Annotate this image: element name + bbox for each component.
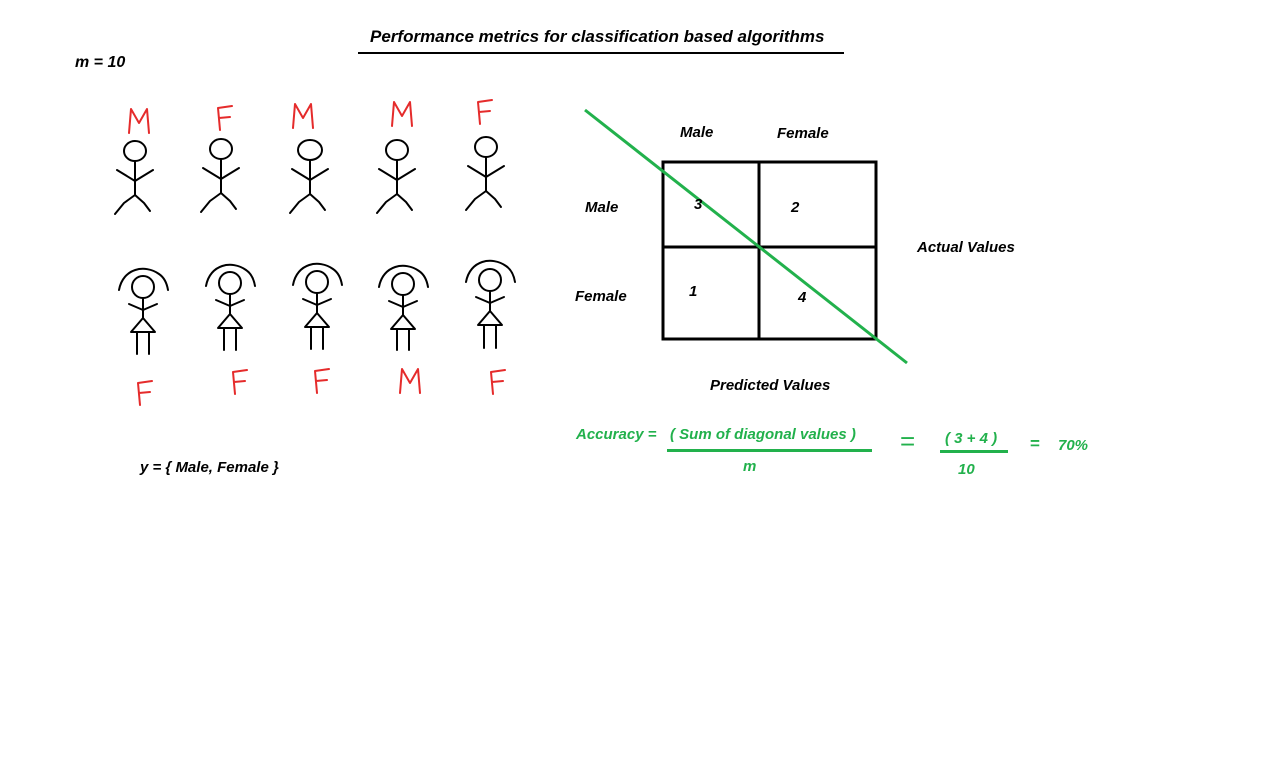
red-letter: [399, 368, 421, 394]
red-letter: [217, 105, 233, 131]
female-figure: [465, 259, 516, 349]
value-denominator: 10: [958, 461, 975, 478]
male-figure: [465, 136, 505, 211]
accuracy-fraction-bar: [667, 449, 872, 452]
male-figure: [376, 139, 416, 214]
top-label-female: [217, 105, 233, 131]
bottom-label-male: [399, 368, 421, 394]
bottom-label-female: [232, 369, 248, 395]
matrix-cell-fp: 1: [689, 283, 698, 300]
top-label-female: [477, 99, 493, 125]
red-letter: [128, 108, 150, 134]
top-label-male: [292, 103, 314, 129]
red-letter: [232, 369, 248, 395]
male-figure: [200, 138, 240, 213]
accuracy-denominator: m: [743, 458, 757, 475]
matrix-cell-tn: 4: [798, 289, 807, 306]
bottom-label-female: [314, 368, 330, 394]
equals-sign: =: [900, 426, 916, 456]
red-letter: [137, 380, 153, 406]
accuracy-label: Accuracy =: [576, 426, 657, 443]
red-letter: [292, 103, 314, 129]
female-figure: [378, 264, 429, 351]
red-letter: [314, 368, 330, 394]
sample-count: m = 10: [75, 54, 126, 71]
matrix-cell-tp: 3: [694, 196, 703, 213]
diagonal-line: [584, 108, 908, 365]
predicted-values-label: Predicted Values: [710, 377, 831, 394]
accuracy-result: 70%: [1058, 437, 1089, 454]
red-letter: [477, 99, 493, 125]
value-fraction-bar: [940, 450, 1008, 453]
value-numerator: ( 3 + 4 ): [945, 430, 998, 447]
male-figure: [289, 139, 329, 214]
female-figure: [292, 262, 343, 350]
male-figure: [114, 140, 154, 215]
stick-figures: [114, 99, 516, 406]
row-header-female: Female: [575, 288, 627, 305]
female-figure: [118, 267, 169, 355]
page-title: Performance metrics for classification b…: [370, 27, 825, 46]
actual-values-label: Actual Values: [917, 239, 1015, 256]
equals-sign-2: =: [1030, 434, 1040, 453]
female-figure: [205, 263, 256, 351]
bottom-label-female: [137, 380, 153, 406]
matrix-border: [661, 160, 878, 341]
top-label-male: [391, 101, 413, 127]
column-header-female: Female: [777, 125, 829, 142]
accuracy-numerator: ( Sum of diagonal values ): [670, 426, 856, 443]
red-letter: [391, 101, 413, 127]
label-set: y = { Male, Female }: [140, 459, 279, 476]
bottom-label-female: [490, 369, 506, 395]
row-header-male: Male: [585, 199, 619, 216]
title-underline: [358, 52, 844, 54]
top-label-male: [128, 108, 150, 134]
matrix-cell-fn: 2: [791, 199, 800, 216]
red-letter: [490, 369, 506, 395]
column-header-male: Male: [680, 124, 714, 141]
